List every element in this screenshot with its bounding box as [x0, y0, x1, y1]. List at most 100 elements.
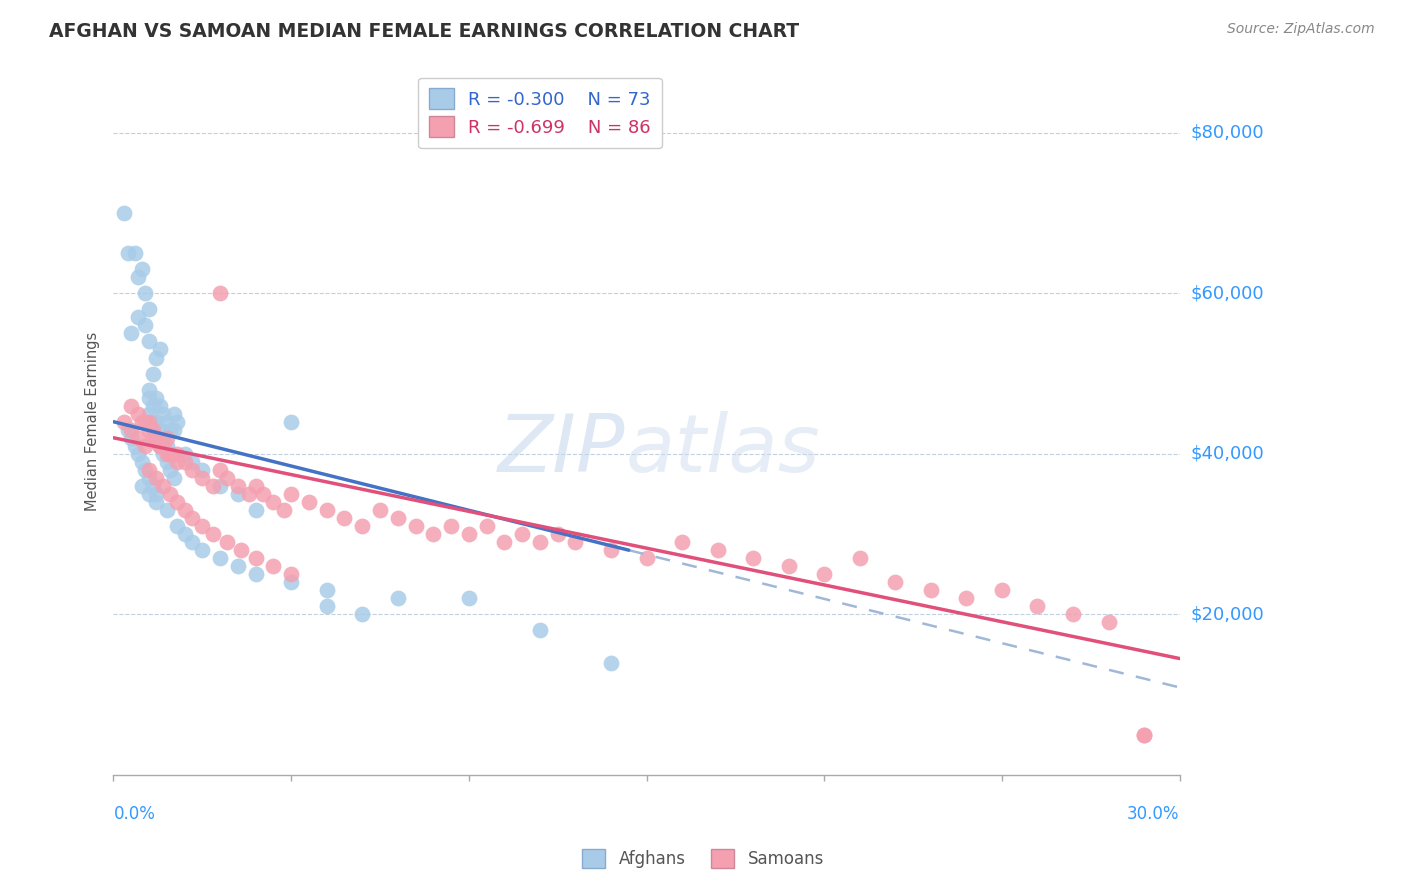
Point — [117, 423, 139, 437]
Point — [138, 487, 160, 501]
Point — [131, 455, 153, 469]
Point — [494, 535, 516, 549]
Point — [149, 439, 172, 453]
Point — [191, 519, 214, 533]
Point — [166, 455, 188, 469]
Text: 0.0%: 0.0% — [114, 805, 156, 823]
Point — [145, 351, 167, 365]
Point — [529, 624, 551, 638]
Point — [138, 463, 160, 477]
Point — [226, 559, 249, 574]
Point — [778, 559, 800, 574]
Point — [142, 479, 165, 493]
Point — [226, 479, 249, 493]
Point — [209, 551, 232, 566]
Point — [706, 543, 728, 558]
Point — [209, 286, 232, 301]
Point — [245, 567, 267, 582]
Point — [298, 495, 321, 509]
Point — [145, 471, 167, 485]
Legend: R = -0.300    N = 73, R = -0.699    N = 86: R = -0.300 N = 73, R = -0.699 N = 86 — [418, 78, 662, 148]
Point — [142, 415, 165, 429]
Point — [163, 407, 186, 421]
Point — [217, 471, 239, 485]
Point — [138, 423, 160, 437]
Point — [152, 407, 174, 421]
Point — [112, 415, 135, 429]
Point — [1097, 615, 1119, 630]
Point — [315, 583, 337, 598]
Text: $20,000: $20,000 — [1191, 606, 1264, 624]
Text: $80,000: $80,000 — [1191, 124, 1264, 142]
Point — [145, 487, 167, 501]
Point — [387, 591, 409, 606]
Point — [226, 487, 249, 501]
Point — [180, 455, 202, 469]
Point — [156, 439, 179, 453]
Point — [231, 543, 253, 558]
Point — [134, 318, 156, 333]
Point — [547, 527, 569, 541]
Point — [201, 527, 224, 541]
Point — [252, 487, 274, 501]
Point — [138, 302, 160, 317]
Point — [156, 415, 179, 429]
Point — [138, 334, 160, 349]
Point — [457, 527, 479, 541]
Point — [145, 495, 167, 509]
Point — [315, 503, 337, 517]
Point — [636, 551, 658, 566]
Point — [138, 471, 160, 485]
Point — [120, 423, 142, 437]
Text: AFGHAN VS SAMOAN MEDIAN FEMALE EARNINGS CORRELATION CHART: AFGHAN VS SAMOAN MEDIAN FEMALE EARNINGS … — [49, 22, 800, 41]
Point — [152, 431, 174, 445]
Point — [280, 575, 302, 590]
Point — [173, 455, 195, 469]
Point — [209, 463, 232, 477]
Point — [156, 503, 179, 517]
Point — [422, 527, 444, 541]
Point — [315, 599, 337, 614]
Point — [173, 503, 195, 517]
Point — [180, 511, 202, 525]
Point — [245, 479, 267, 493]
Point — [124, 439, 146, 453]
Point — [166, 447, 188, 461]
Point — [280, 487, 302, 501]
Point — [191, 471, 214, 485]
Point — [120, 326, 142, 341]
Point — [217, 535, 239, 549]
Point — [120, 431, 142, 445]
Point — [368, 503, 391, 517]
Point — [159, 463, 181, 477]
Point — [166, 495, 188, 509]
Point — [142, 367, 165, 381]
Point — [245, 551, 267, 566]
Point — [813, 567, 835, 582]
Point — [145, 431, 167, 445]
Point — [848, 551, 870, 566]
Point — [156, 431, 179, 445]
Point — [152, 447, 174, 461]
Point — [138, 407, 160, 421]
Point — [127, 310, 149, 325]
Point — [457, 591, 479, 606]
Point — [510, 527, 533, 541]
Point — [142, 399, 165, 413]
Point — [145, 431, 167, 445]
Point — [742, 551, 765, 566]
Point — [163, 423, 186, 437]
Point — [262, 559, 284, 574]
Point — [145, 431, 167, 445]
Point — [117, 246, 139, 260]
Point — [201, 479, 224, 493]
Point — [138, 415, 160, 429]
Point — [671, 535, 693, 549]
Point — [112, 206, 135, 220]
Point — [134, 463, 156, 477]
Point — [127, 447, 149, 461]
Point — [134, 286, 156, 301]
Point — [159, 487, 181, 501]
Point — [149, 343, 172, 357]
Point — [145, 415, 167, 429]
